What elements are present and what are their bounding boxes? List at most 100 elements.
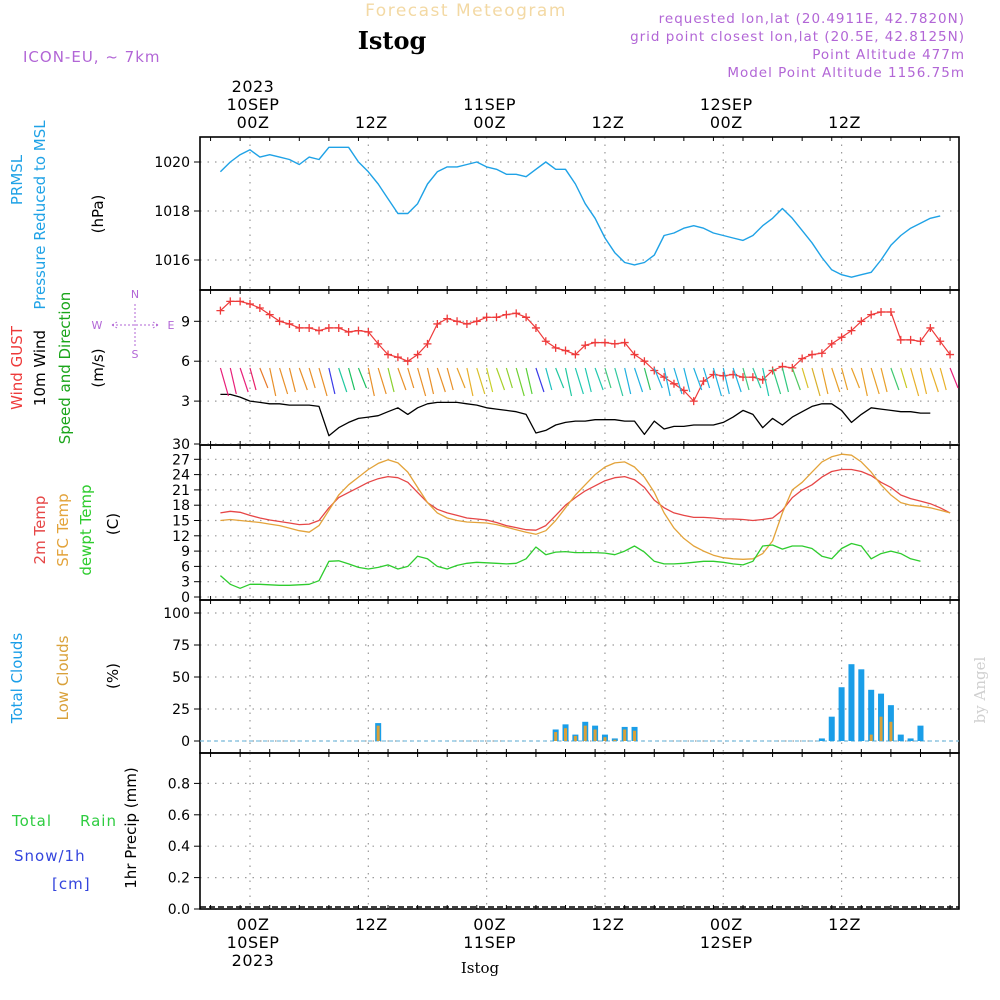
- time-label-top: 12Z: [828, 113, 861, 132]
- y-tick-label: 50: [172, 670, 190, 686]
- time-label-bottom: 00Z: [237, 915, 270, 934]
- gust-marker: [285, 319, 294, 328]
- gust-marker: [482, 313, 491, 322]
- gust-marker: [719, 371, 728, 380]
- wind-direction-arrow: [525, 367, 533, 395]
- wind-direction-arrow: [239, 367, 249, 393]
- wind-direction-arrow: [890, 367, 900, 391]
- wind-direction-arrow: [367, 367, 375, 397]
- gust-marker: [423, 339, 432, 348]
- wind-direction-arrow: [594, 367, 604, 391]
- wind-direction-arrow: [545, 367, 553, 391]
- wind-direction-arrow: [436, 367, 446, 393]
- time-label-top: 2023: [232, 77, 275, 96]
- panel-frame: [199, 752, 960, 910]
- gust-marker: [561, 346, 570, 355]
- gust-marker: [650, 366, 659, 375]
- wind-direction-arrow: [742, 367, 750, 391]
- gust-marker: [640, 357, 649, 366]
- gust-marker: [808, 350, 817, 359]
- y-tick-label: 0.4: [168, 839, 190, 855]
- wind-direction-arrow: [377, 367, 387, 395]
- footer-station: Istog: [461, 959, 500, 977]
- time-label-bottom: 00Z: [473, 915, 506, 934]
- grid-coords: grid point closest lon,lat (20.5E, 42.81…: [630, 29, 965, 45]
- pressure-label: PRMSL: [8, 154, 26, 205]
- gust-marker: [660, 373, 669, 382]
- wind-direction-arrow: [781, 367, 790, 393]
- gust-marker: [433, 319, 442, 328]
- gust-marker: [236, 297, 245, 306]
- gust-marker: [315, 326, 324, 335]
- wind-direction-arrow: [555, 367, 565, 389]
- dewpoint-line: [219, 542, 921, 589]
- gust-marker: [699, 377, 708, 386]
- requested-coords: requested lon,lat (20.4911E, 42.7820N): [659, 11, 965, 27]
- gust-marker: [462, 319, 471, 328]
- gust-marker: [226, 297, 235, 306]
- wind-direction-arrow: [574, 367, 584, 395]
- wind-direction-arrow: [772, 367, 782, 395]
- low-cloud-label: Low Clouds: [54, 635, 72, 720]
- wind-direction-arrow: [515, 367, 525, 397]
- axes-layer: [194, 136, 960, 910]
- gust-marker: [246, 300, 254, 309]
- time-label-top: 12Z: [592, 113, 625, 132]
- wind-direction-arrow: [949, 367, 959, 389]
- total-cloud-bar: [828, 716, 835, 741]
- low-cloud-bar: [564, 728, 568, 741]
- wind-direction-arrow: [387, 367, 395, 393]
- gust-marker: [295, 323, 304, 332]
- dewpoint-label: dewpt Temp: [77, 484, 95, 575]
- label-layer: 1016101810203690369121518212427300255075…: [8, 77, 861, 970]
- gust-marker: [453, 317, 462, 326]
- y-tick-label: 1016: [154, 253, 190, 269]
- wind-direction-arrow: [722, 367, 730, 395]
- y-tick-label: 25: [172, 702, 190, 718]
- watermark: by Angel: [971, 656, 989, 723]
- gust-marker: [600, 338, 609, 347]
- y-tick-label: 24: [172, 468, 190, 484]
- snow-unit: [cm]: [52, 875, 91, 893]
- y-tick-label: 15: [172, 514, 190, 530]
- wind-direction-arrow: [673, 367, 683, 395]
- gust-marker: [522, 313, 531, 322]
- y-tick-label: 30: [172, 437, 190, 453]
- wind-direction-arrow: [831, 367, 841, 393]
- wind-direction-arrow: [752, 367, 762, 389]
- gust-marker: [946, 350, 955, 359]
- y-tick-label: 6: [181, 354, 190, 370]
- wind-direction-arrow: [407, 367, 415, 389]
- wind-direction-arrow: [732, 367, 742, 393]
- time-label-top: 00Z: [473, 113, 506, 132]
- y-tick-label: 100: [163, 606, 190, 622]
- gust-marker: [867, 310, 876, 319]
- temp-2m-label: 2m Temp: [31, 496, 49, 565]
- time-label-bottom: 12Z: [592, 915, 625, 934]
- gust-marker: [344, 327, 353, 336]
- chart-title: Forecast Meteogram: [365, 1, 567, 21]
- y-tick-label: 0.6: [168, 808, 190, 824]
- total-cloud-bar: [907, 738, 914, 741]
- gust-marker: [788, 363, 797, 372]
- gust-marker: [630, 350, 639, 359]
- model-label: ICON-EU, ~ 7km: [23, 48, 161, 66]
- wind-direction-arrow: [860, 367, 868, 397]
- wind-direction-arrow: [456, 367, 466, 389]
- gust-marker: [827, 339, 836, 348]
- gust-marker: [413, 350, 422, 359]
- pressure-unit: (hPa): [89, 195, 107, 234]
- low-cloud-bar: [583, 725, 587, 741]
- gust-marker: [581, 341, 590, 350]
- wind-direction-arrow: [643, 367, 651, 391]
- gust-marker: [393, 353, 402, 362]
- y-tick-label: 21: [172, 483, 190, 499]
- gust-marker: [334, 323, 343, 332]
- gust-marker: [610, 339, 619, 348]
- low-cloud-bar: [376, 725, 380, 741]
- time-label-bottom: 2023: [232, 951, 275, 970]
- wind-direction-arrow: [348, 367, 356, 391]
- gust-marker: [354, 326, 363, 335]
- wind-direction-arrow: [811, 367, 821, 397]
- wind-direction-arrow: [288, 367, 297, 393]
